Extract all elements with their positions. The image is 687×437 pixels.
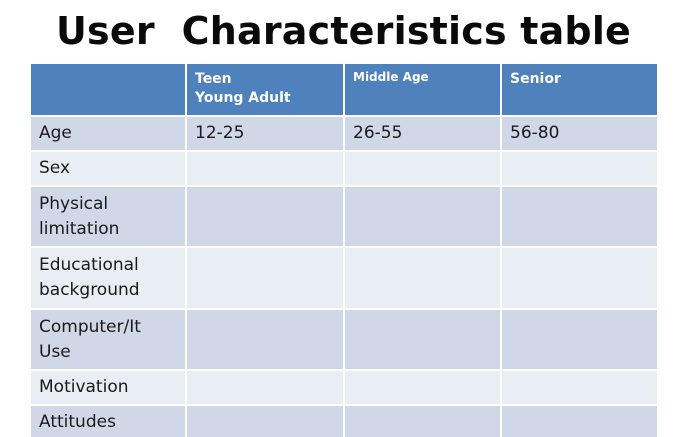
table-row-attitudes: Attitudes xyxy=(29,404,657,437)
row-label-line: Use xyxy=(39,341,71,362)
row-label-line: Educational xyxy=(39,255,139,275)
header-cell-middle-age: Middle Age xyxy=(343,62,502,117)
table-cell xyxy=(500,308,657,371)
table-cell xyxy=(500,150,657,187)
table-row-age: Age 12-25 26-55 56-80 xyxy=(29,115,657,152)
table-cell xyxy=(343,308,502,371)
row-label-line: Computer/It xyxy=(39,316,141,337)
table-header-row: Teen Young Adult Middle Age Senior xyxy=(29,62,657,117)
row-label-line: limitation xyxy=(39,218,120,239)
table-cell: 26-55 xyxy=(343,115,502,152)
slide-title: User Characteristics table xyxy=(55,9,632,53)
row-label-physical-limitation: Physical limitation xyxy=(29,185,187,248)
table-cell xyxy=(500,246,657,310)
row-label-age: Age xyxy=(29,115,187,152)
table-cell xyxy=(343,246,502,310)
table-row-computer-it-use: Computer/It Use xyxy=(29,308,657,371)
header-cell-teen-young-adult: Teen Young Adult xyxy=(185,62,345,117)
table-row-physical-limitation: Physical limitation xyxy=(29,185,657,248)
row-label-line: Age xyxy=(39,123,72,143)
table-cell xyxy=(343,404,502,437)
table-cell xyxy=(185,369,345,406)
row-label-attitudes: Attitudes xyxy=(29,404,187,437)
header-young-adult-label: Young Adult xyxy=(195,90,291,106)
row-label-line: Physical xyxy=(39,193,109,214)
table-row-motivation: Motivation xyxy=(29,369,657,406)
row-label-computer-it-use: Computer/It Use xyxy=(29,308,187,371)
row-label-line: Motivation xyxy=(39,377,129,397)
header-cell-empty xyxy=(29,62,187,117)
header-teen-label: Teen xyxy=(195,71,232,87)
characteristics-table-container: Teen Young Adult Middle Age Senior Age 1… xyxy=(29,62,657,437)
table-cell: 12-25 xyxy=(185,115,345,152)
table-cell xyxy=(500,369,657,406)
user-characteristics-table: Teen Young Adult Middle Age Senior Age 1… xyxy=(29,62,657,437)
table-cell xyxy=(500,185,657,248)
table-cell xyxy=(185,308,345,371)
table-cell: 56-80 xyxy=(500,115,657,152)
table-row-sex: Sex xyxy=(29,150,657,187)
table-cell xyxy=(500,404,657,437)
table-cell xyxy=(343,150,502,187)
header-cell-senior: Senior xyxy=(500,62,657,117)
table-cell xyxy=(343,369,502,406)
table-cell xyxy=(343,185,502,248)
row-label-educational-background: Educational background xyxy=(29,246,187,310)
row-label-motivation: Motivation xyxy=(29,369,187,406)
row-label-line: Attitudes xyxy=(39,412,116,432)
table-cell xyxy=(185,185,345,248)
row-label-line: Sex xyxy=(39,158,71,178)
table-cell xyxy=(185,404,345,437)
table-cell xyxy=(185,246,345,310)
table-row-educational-background: Educational background xyxy=(29,246,657,310)
table-cell xyxy=(185,150,345,187)
row-label-sex: Sex xyxy=(29,150,187,187)
row-label-line: background xyxy=(39,280,140,300)
